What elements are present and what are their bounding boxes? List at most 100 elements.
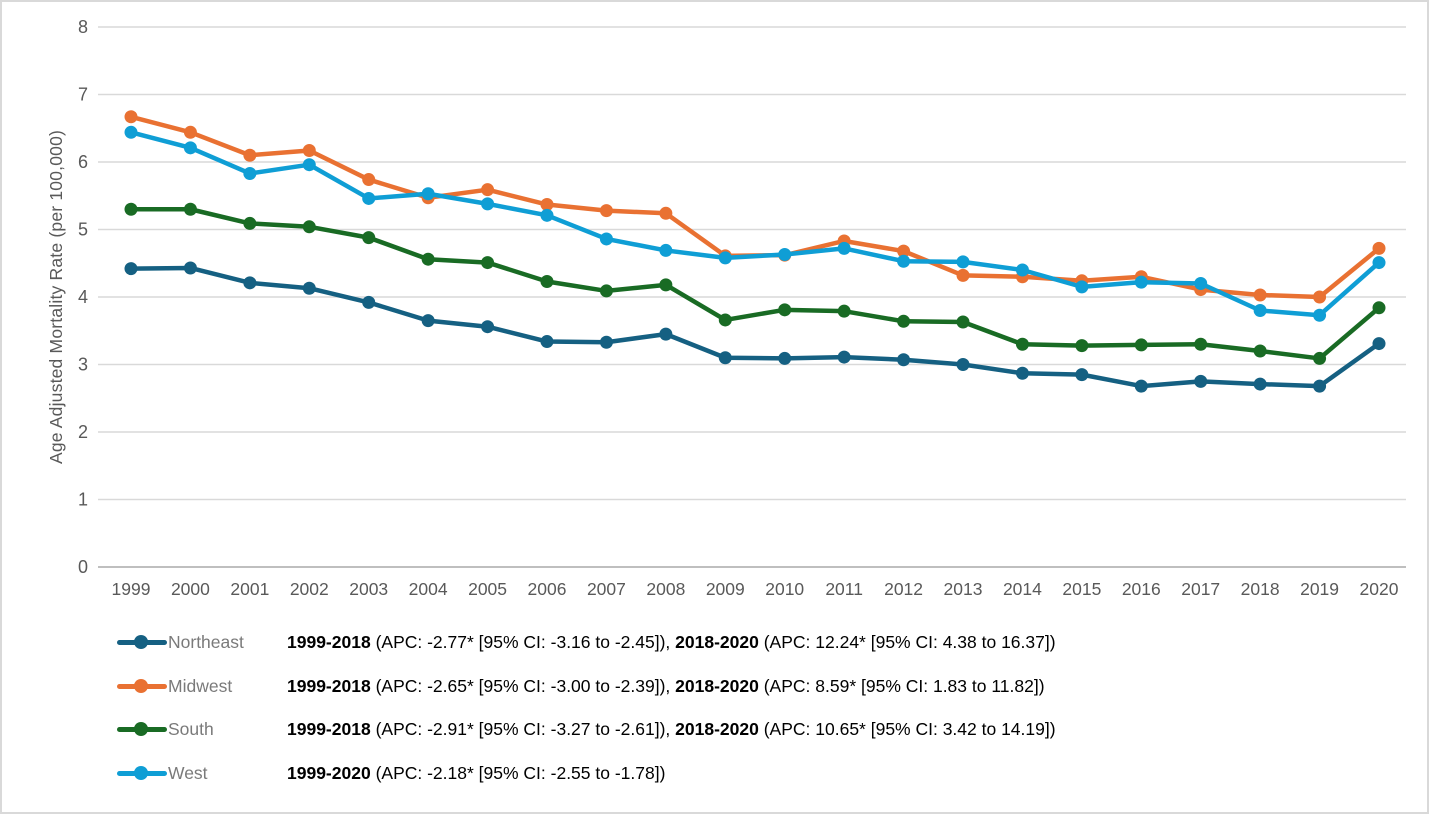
data-point-west-2007 [599, 232, 613, 246]
data-point-northeast-2005 [481, 320, 495, 334]
data-point-west-2002 [302, 158, 316, 172]
legend-marker-west-icon [117, 765, 167, 781]
y-tick-label: 6 [78, 152, 88, 172]
data-point-midwest-2012 [897, 244, 911, 258]
series-line-midwest [128, 114, 1382, 300]
data-point-northeast-2009 [718, 351, 732, 365]
stats-period: 1999-2018 [287, 675, 371, 696]
x-tick-label: 2009 [706, 579, 745, 599]
legend-row-northeast: Northeast 1999-2018 (APC: -2.77* [95% CI:… [117, 627, 1056, 657]
data-point-south-1999 [124, 202, 138, 216]
legend-marker-northeast-icon [117, 634, 167, 650]
data-point-south-2002 [302, 220, 316, 234]
data-point-midwest-2008 [659, 206, 673, 220]
data-point-northeast-2017 [1194, 374, 1208, 388]
y-tick-label: 8 [78, 17, 88, 37]
data-point-south-2003 [362, 231, 376, 245]
y-tick-label: 7 [78, 85, 88, 105]
x-tick-label: 2004 [409, 579, 448, 599]
series-line-south [128, 207, 1382, 361]
x-tick-label: 2007 [587, 579, 626, 599]
legend-stats-west: 1999-2020 (APC: -2.18* [95% CI: -2.55 to… [287, 763, 665, 784]
y-tick-label: 3 [78, 355, 88, 375]
y-tick-label: 1 [78, 490, 88, 510]
data-point-south-2010 [778, 303, 792, 317]
data-point-west-2018 [1253, 304, 1267, 317]
data-point-south-2004 [421, 252, 435, 266]
x-tick-label: 2016 [1122, 579, 1161, 599]
series-line-west [128, 130, 1382, 318]
stats-apc-text: (APC: 12.24* [95% CI: 4.38 to 16.37]) [758, 631, 1056, 652]
x-tick-label: 2001 [230, 579, 269, 599]
data-point-northeast-2002 [302, 281, 316, 295]
data-point-midwest-1999 [124, 110, 138, 124]
stats-period: 1999-2018 [287, 718, 371, 739]
legend-stats-northeast: 1999-2018 (APC: -2.77* [95% CI: -3.16 to… [287, 632, 1056, 653]
data-point-west-2014 [1015, 263, 1029, 277]
data-point-south-2007 [599, 284, 613, 298]
data-point-northeast-2007 [599, 335, 613, 349]
x-tick-label: 2005 [468, 579, 507, 599]
stats-apc-text: (APC: -2.18* [95% CI: -2.55 to -1.78]) [370, 762, 666, 783]
y-tick-label: 4 [78, 287, 88, 307]
data-point-south-2006 [540, 274, 554, 288]
data-point-south-2011 [837, 304, 851, 318]
x-tick-label: 2010 [765, 579, 804, 599]
x-tick-label: 2017 [1181, 579, 1220, 599]
stats-period: 2018-2020 [675, 675, 759, 696]
data-point-northeast-2000 [183, 261, 197, 275]
stats-apc-text: (APC: -2.91* [95% CI: -3.27 to -2.61]), [370, 718, 676, 739]
data-point-west-2016 [1134, 275, 1148, 289]
data-point-northeast-2012 [897, 353, 911, 367]
data-point-south-2017 [1194, 337, 1208, 351]
data-point-south-2000 [183, 202, 197, 216]
stats-apc-text: (APC: -2.65* [95% CI: -3.00 to -2.39]), [370, 675, 676, 696]
data-point-northeast-2015 [1075, 368, 1089, 382]
data-point-west-2010 [778, 247, 792, 261]
data-point-south-2020 [1372, 301, 1386, 315]
legend-stats-midwest: 1999-2018 (APC: -2.65* [95% CI: -3.00 to… [287, 676, 1045, 697]
data-point-west-2017 [1194, 277, 1208, 290]
data-point-northeast-2014 [1015, 366, 1029, 380]
stats-period: 1999-2020 [287, 762, 371, 783]
legend-row-midwest: Midwest 1999-2018 (APC: -2.65* [95% CI: -… [117, 671, 1045, 701]
line-chart: 0 1 2 3 4 5 6 7 8 1999 2000 2001 2002 2003 2004 2005 200… [78, 17, 1406, 599]
data-point-west-2003 [362, 191, 376, 205]
data-point-west-2000 [183, 141, 197, 155]
stats-apc-text: (APC: -2.77* [95% CI: -3.16 to -2.45]), [370, 631, 676, 652]
legend-row-west: West 1999-2020 (APC: -2.18* [95% CI: -2.5… [117, 758, 665, 788]
legend-label-west: West [168, 762, 208, 783]
series-line-northeast [128, 265, 1382, 389]
stats-period: 2018-2020 [675, 631, 759, 652]
data-point-west-2015 [1075, 280, 1089, 294]
x-tick-label: 2013 [944, 579, 983, 599]
data-point-west-2012 [897, 254, 911, 268]
data-point-west-2004 [421, 187, 435, 201]
data-point-northeast-2010 [778, 351, 792, 365]
data-point-west-2020 [1372, 256, 1386, 270]
y-tick-label: 0 [78, 557, 88, 577]
data-point-midwest-2020 [1372, 241, 1386, 255]
legend-label-northeast: Northeast [168, 631, 244, 652]
data-point-midwest-2007 [599, 204, 613, 218]
data-point-midwest-2000 [183, 125, 197, 139]
data-point-south-2009 [718, 313, 732, 327]
data-point-northeast-2016 [1134, 379, 1148, 393]
data-point-south-2005 [481, 256, 495, 270]
data-point-south-2012 [897, 314, 911, 328]
y-tick-label: 2 [78, 422, 88, 442]
data-point-northeast-2006 [540, 335, 554, 349]
data-point-northeast-1999 [124, 262, 138, 276]
data-point-midwest-2019 [1313, 290, 1327, 304]
data-point-northeast-2004 [421, 314, 435, 328]
data-point-south-2001 [243, 216, 257, 230]
data-point-south-2018 [1253, 344, 1267, 358]
x-tick-label: 2018 [1241, 579, 1280, 599]
legend-dot-icon [134, 766, 148, 780]
data-point-northeast-2011 [837, 350, 851, 364]
data-point-northeast-2018 [1253, 377, 1267, 391]
stats-period: 2018-2020 [675, 718, 759, 739]
legend-label-south: South [168, 718, 214, 739]
x-tick-label: 2014 [1003, 579, 1042, 599]
